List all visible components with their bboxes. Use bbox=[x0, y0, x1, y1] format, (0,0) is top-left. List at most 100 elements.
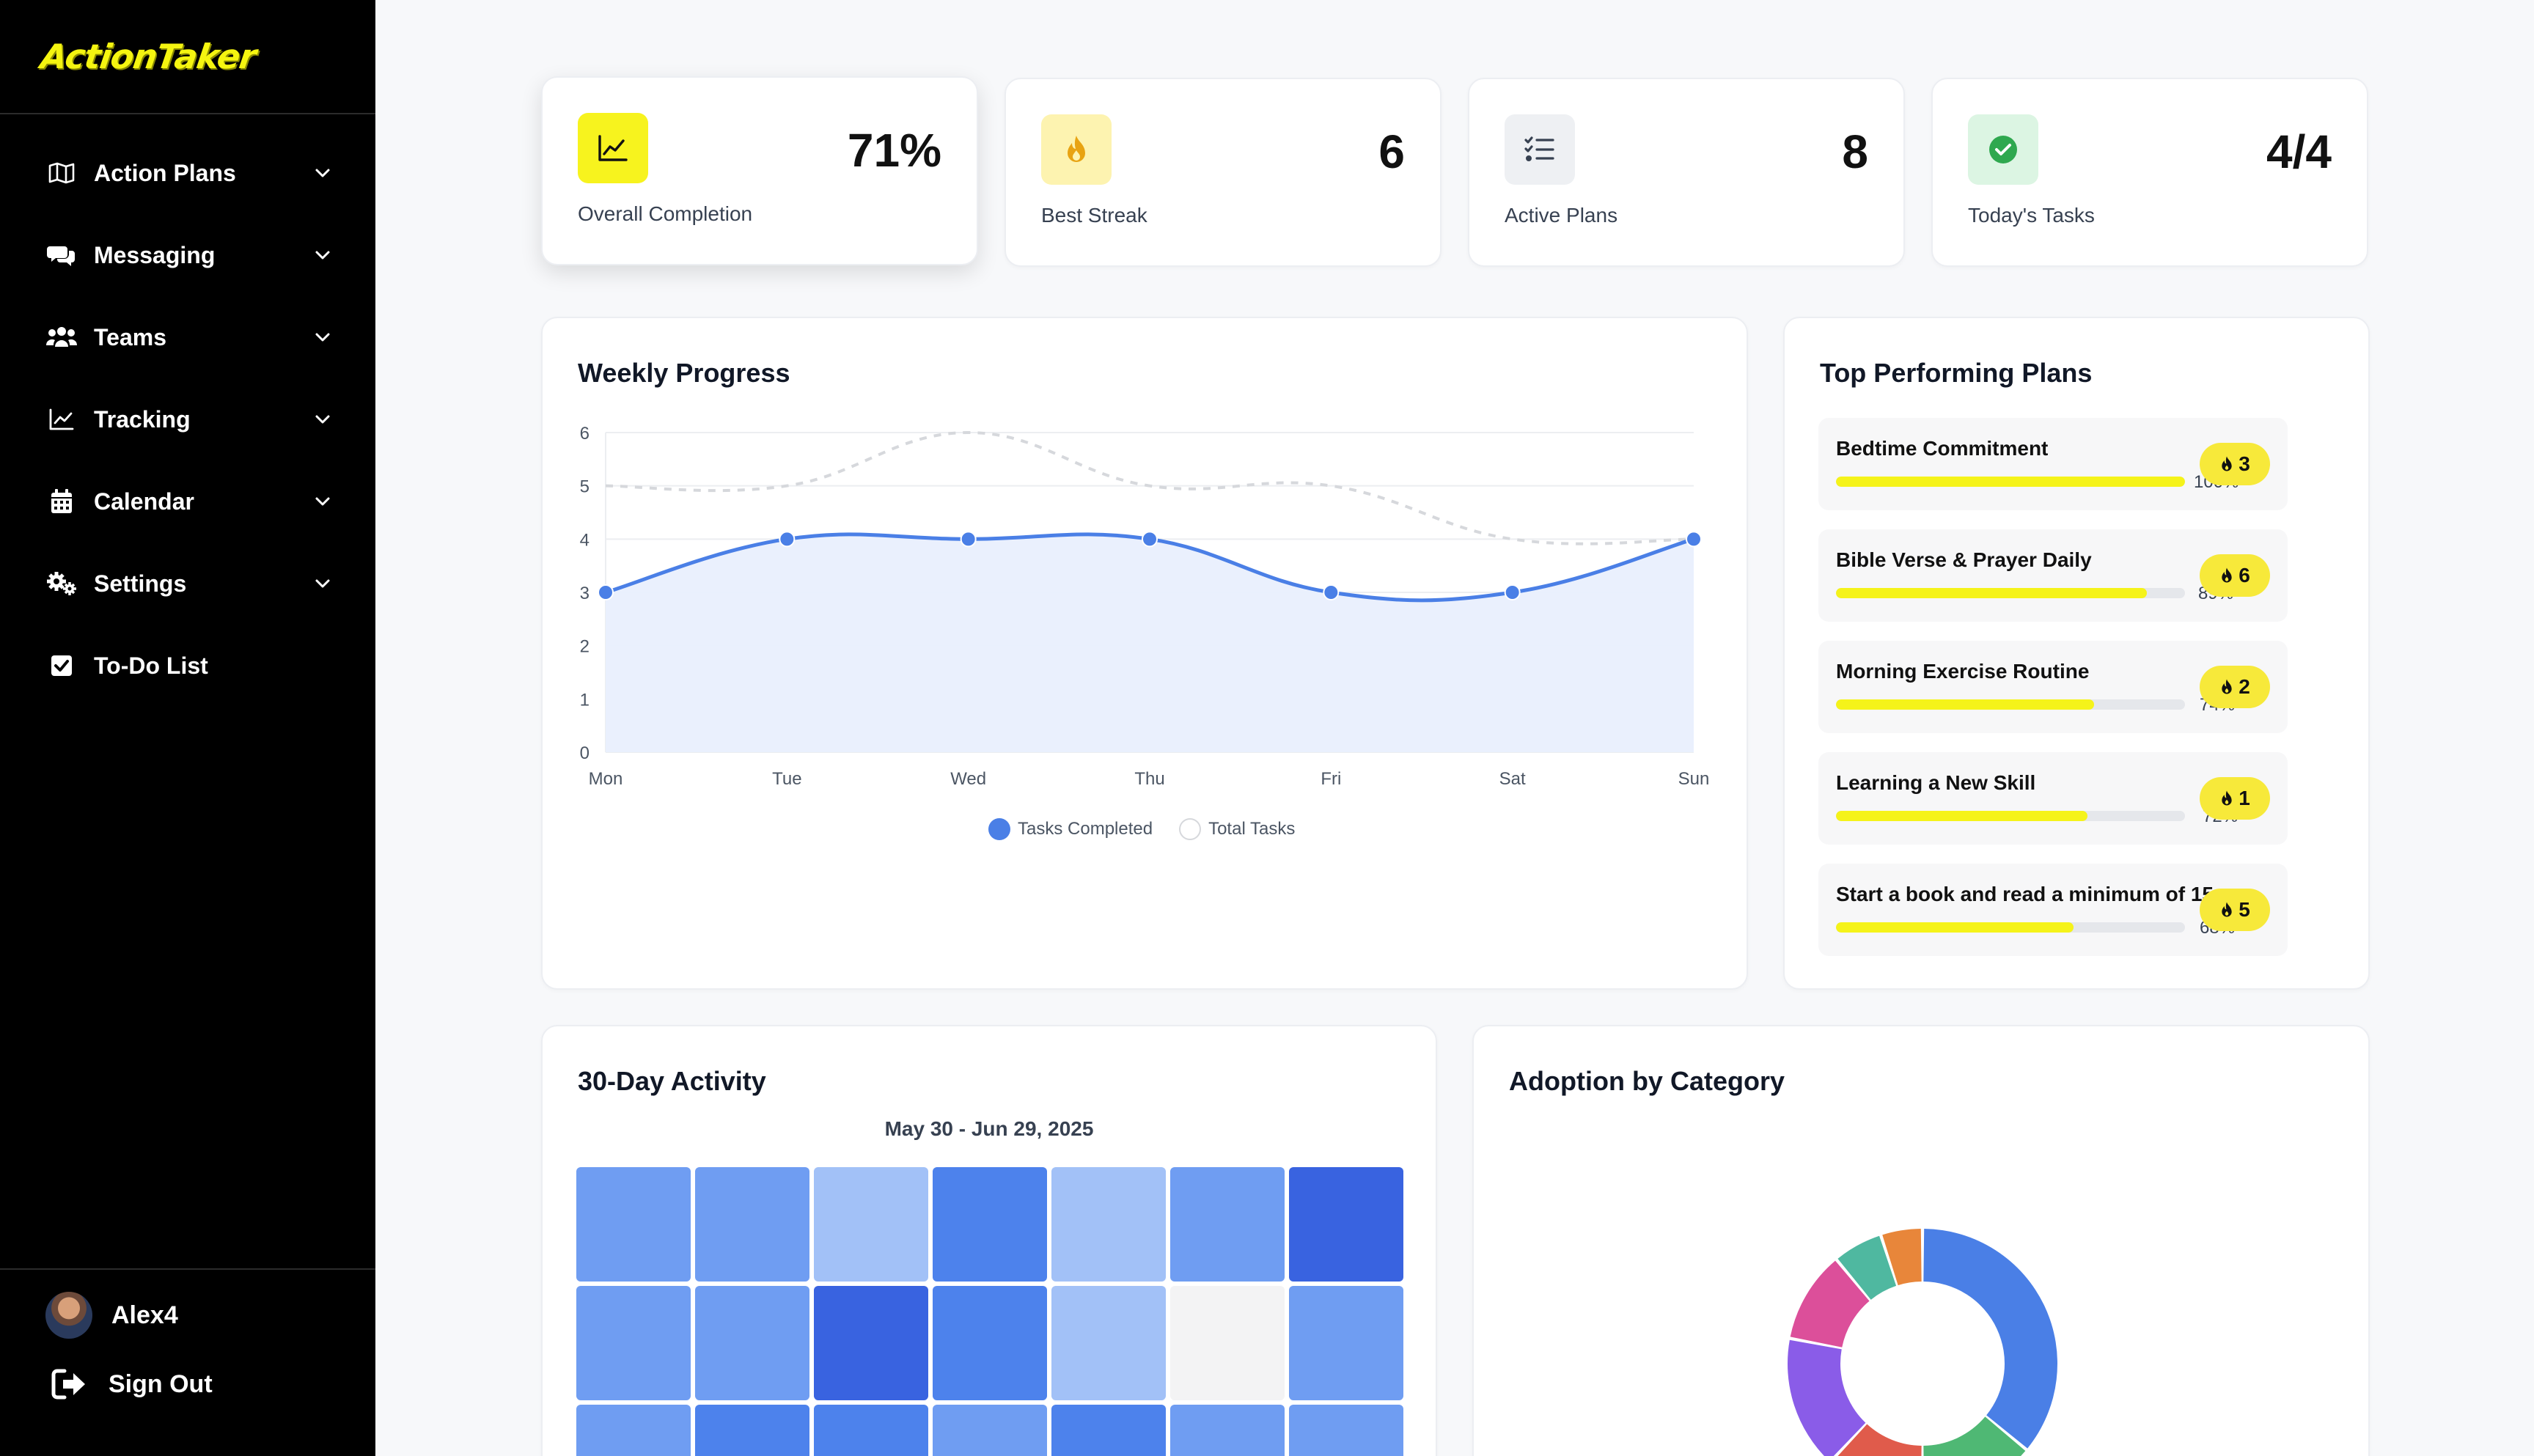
activity-cell[interactable] bbox=[814, 1286, 928, 1400]
streak-count: 6 bbox=[2239, 564, 2250, 587]
x-tick-label: Fri bbox=[1321, 769, 1341, 789]
sidebar-item-messaging[interactable]: Messaging bbox=[0, 214, 375, 296]
activity-cell[interactable] bbox=[1051, 1405, 1166, 1456]
plan-item[interactable]: Morning Exercise Routine 74% 2 bbox=[1818, 641, 2288, 733]
sign-out-button[interactable]: Sign Out bbox=[0, 1339, 375, 1400]
activity-cell[interactable] bbox=[695, 1167, 809, 1282]
streak-count: 5 bbox=[2239, 898, 2250, 921]
plan-name: Bedtime Commitment bbox=[1836, 437, 2049, 460]
stat-card-overall-completion[interactable]: 71% Overall Completion bbox=[541, 76, 978, 265]
sidebar-item-calendar[interactable]: Calendar bbox=[0, 460, 375, 543]
card-title: 30-Day Activity bbox=[578, 1066, 766, 1096]
legend-swatch-total-tasks bbox=[1179, 818, 1202, 840]
donut-segment bbox=[1923, 1229, 2057, 1449]
activity-cell[interactable] bbox=[1170, 1286, 1285, 1400]
card-title: Top Performing Plans bbox=[1820, 358, 2093, 388]
legend-label[interactable]: Total Tasks bbox=[1208, 819, 1296, 839]
x-tick-label: Wed bbox=[950, 769, 986, 789]
x-tick-label: Sat bbox=[1499, 769, 1526, 789]
plan-progress-bar bbox=[1836, 588, 2185, 598]
trend-chart-icon bbox=[578, 113, 648, 183]
sign-out-label: Sign Out bbox=[109, 1369, 213, 1398]
app-logo[interactable]: ActionTaker bbox=[38, 37, 259, 76]
activity-cell[interactable] bbox=[576, 1405, 691, 1456]
activity-cell[interactable] bbox=[576, 1286, 691, 1400]
sidebar-item-label: To-Do List bbox=[94, 652, 208, 679]
activity-cell[interactable] bbox=[695, 1286, 809, 1400]
plan-name: Morning Exercise Routine bbox=[1836, 660, 2090, 683]
stat-card-best-streak[interactable]: 6 Best Streak bbox=[1005, 78, 1442, 267]
stat-card-todays-tasks[interactable]: 4/4 Today's Tasks bbox=[1931, 78, 2368, 267]
stat-label: Today's Tasks bbox=[1968, 204, 2095, 227]
tasks-completed-area bbox=[606, 534, 1694, 752]
weekly-progress-card: Weekly Progress 0 1 2 3 4 5 6 Mon Tue Wed Thu Fri Sa… bbox=[541, 317, 1748, 990]
activity-cell[interactable] bbox=[1170, 1405, 1285, 1456]
user-profile[interactable]: Alex4 bbox=[0, 1270, 375, 1339]
y-tick-label: 5 bbox=[580, 477, 590, 497]
plan-item[interactable]: Bedtime Commitment 100% 3 bbox=[1818, 418, 2288, 510]
sidebar-item-todo-list[interactable]: To-Do List bbox=[0, 625, 375, 707]
streak-badge: 3 bbox=[2200, 443, 2270, 485]
activity-cell[interactable] bbox=[1170, 1167, 1285, 1282]
streak-badge: 5 bbox=[2200, 889, 2270, 931]
activity-cell[interactable] bbox=[933, 1167, 1047, 1282]
streak-badge: 6 bbox=[2200, 554, 2270, 597]
tasks-completed-point bbox=[1323, 584, 1340, 600]
donut-segment bbox=[1837, 1235, 1897, 1300]
map-icon bbox=[45, 157, 78, 189]
x-tick-label: Tue bbox=[772, 769, 801, 789]
streak-count: 2 bbox=[2239, 675, 2250, 698]
sidebar-nav: Action Plans Messaging Teams Tracking bbox=[0, 114, 375, 707]
y-tick-label: 0 bbox=[580, 743, 590, 763]
chevron-down-icon bbox=[315, 251, 330, 260]
sidebar: ActionTaker Action Plans Messaging Teams bbox=[0, 0, 375, 1456]
sidebar-item-label: Settings bbox=[94, 570, 187, 597]
x-tick-label: Mon bbox=[589, 769, 623, 789]
stat-label: Active Plans bbox=[1505, 204, 1618, 227]
sidebar-item-action-plans[interactable]: Action Plans bbox=[0, 132, 375, 214]
plan-name: Bible Verse & Prayer Daily bbox=[1836, 548, 2092, 571]
activity-cell[interactable] bbox=[1289, 1405, 1403, 1456]
activity-cell[interactable] bbox=[814, 1405, 928, 1456]
activity-card: 30-Day Activity May 30 - Jun 29, 2025 bbox=[541, 1025, 1437, 1456]
activity-cell[interactable] bbox=[814, 1167, 928, 1282]
activity-cell[interactable] bbox=[1051, 1286, 1166, 1400]
card-title: Weekly Progress bbox=[578, 358, 790, 388]
tasks-completed-point bbox=[1686, 531, 1702, 548]
x-tick-label: Thu bbox=[1134, 769, 1164, 789]
legend-label[interactable]: Tasks Completed bbox=[1018, 819, 1153, 839]
gears-icon bbox=[45, 567, 78, 600]
sidebar-item-settings[interactable]: Settings bbox=[0, 543, 375, 625]
activity-cell[interactable] bbox=[1051, 1167, 1166, 1282]
activity-cell[interactable] bbox=[1289, 1167, 1403, 1282]
sidebar-item-teams[interactable]: Teams bbox=[0, 296, 375, 378]
donut-segment bbox=[1790, 1260, 1870, 1347]
activity-cell[interactable] bbox=[933, 1286, 1047, 1400]
avatar[interactable] bbox=[45, 1292, 92, 1339]
flame-icon bbox=[2222, 456, 2232, 471]
flame-icon bbox=[2222, 790, 2232, 806]
sidebar-footer: Alex4 Sign Out bbox=[0, 1268, 375, 1456]
streak-count: 1 bbox=[2239, 787, 2250, 809]
plan-item[interactable]: Start a book and read a minimum of 15 ..… bbox=[1818, 864, 2288, 956]
weekly-progress-chart: 0 1 2 3 4 5 6 Mon Tue Wed Thu Fri Sat Sun bbox=[580, 424, 1710, 789]
sidebar-item-label: Tracking bbox=[94, 405, 191, 433]
sign-out-icon bbox=[51, 1369, 85, 1400]
activity-cell[interactable] bbox=[933, 1405, 1047, 1456]
tasks-completed-point bbox=[1504, 584, 1521, 600]
sidebar-item-label: Calendar bbox=[94, 488, 194, 515]
activity-cell[interactable] bbox=[576, 1167, 691, 1282]
flame-icon bbox=[2222, 679, 2232, 694]
donut-segment bbox=[1837, 1424, 1922, 1456]
activity-cell[interactable] bbox=[695, 1405, 809, 1456]
activity-date-range: May 30 - Jun 29, 2025 bbox=[884, 1117, 1094, 1140]
stat-card-active-plans[interactable]: 8 Active Plans bbox=[1468, 78, 1905, 267]
stat-label: Overall Completion bbox=[578, 202, 753, 225]
activity-cell[interactable] bbox=[1289, 1286, 1403, 1400]
chart-legend: Tasks Completed Total Tasks bbox=[988, 818, 1295, 840]
plan-item[interactable]: Learning a New Skill 72% 1 bbox=[1818, 752, 2288, 845]
plan-item[interactable]: Bible Verse & Prayer Daily 89% 6 bbox=[1818, 529, 2288, 622]
sidebar-item-tracking[interactable]: Tracking bbox=[0, 378, 375, 460]
donut-segment bbox=[1788, 1339, 1866, 1456]
plan-progress-bar bbox=[1836, 699, 2185, 710]
